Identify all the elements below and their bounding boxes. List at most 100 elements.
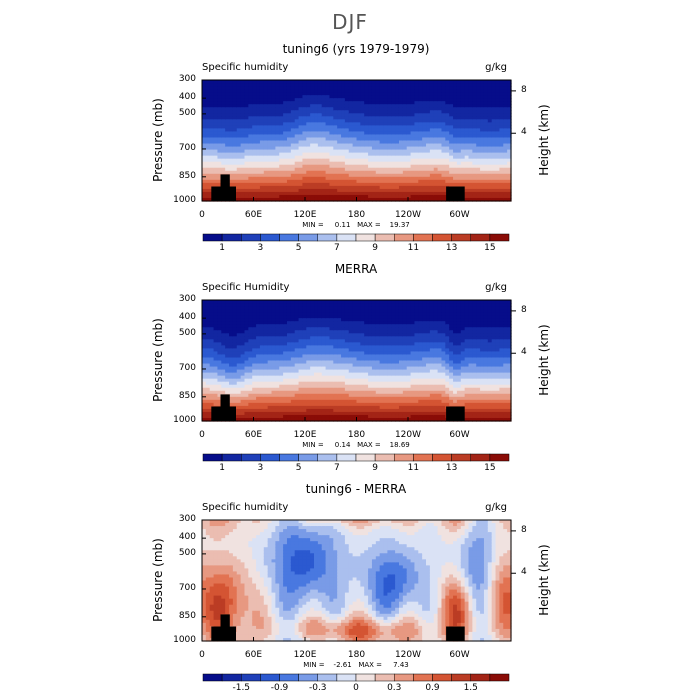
contour-cell [221,98,226,102]
contour-cell [205,137,211,142]
contour-cell [232,89,238,93]
contour-cell [286,348,292,353]
contour-cell [383,104,388,108]
contour-cell [341,188,346,193]
contour-cell [483,122,489,126]
contour-cell [263,378,269,383]
contour-cell [314,173,319,178]
contour-cell [290,167,296,172]
contour-cell [202,140,207,145]
contour-cell [286,309,292,313]
contour-cell [426,143,431,148]
contour-cell [333,164,338,169]
contour-cell [387,128,392,133]
contour-cell [252,191,257,196]
contour-cell [476,185,481,190]
contour-cell [383,95,388,99]
contour-cell [279,197,284,202]
contour-cell [314,194,319,199]
contour-cell [205,125,211,130]
contour-cell [248,375,253,380]
contour-cell [225,366,230,371]
contour-cell [317,306,323,310]
contour-cell [267,360,273,365]
contour-cell [344,360,350,365]
contour-cell [406,95,412,99]
contour-cell [368,107,373,111]
contour-cell [240,179,246,184]
contour-cell [286,363,292,368]
contour-cell [352,194,358,199]
contour-cell [209,167,215,172]
contour-cell [314,149,319,154]
contour-cell [217,107,222,111]
contour-cell [225,324,230,328]
contour-cell [341,137,346,142]
contour-cell [290,312,296,316]
contour-cell [294,351,300,356]
contour-cell [314,396,319,401]
contour-cell [429,191,435,196]
contour-cell [256,306,261,310]
contour-cell [306,405,311,410]
contour-cell [205,182,211,187]
contour-cell [398,104,404,108]
contour-cell [472,170,477,175]
contour-cell [259,396,265,401]
contour-cell [221,110,226,114]
contour-cell [460,155,466,160]
contour-cell [507,143,512,148]
contour-cell [406,149,412,154]
contour-cell [460,149,466,154]
colorbar-swatch [279,233,299,242]
contour-cell [290,107,296,111]
contour-cell [244,345,249,350]
contour-cell [317,366,323,371]
contour-cell [503,143,508,148]
contour-cell [221,384,226,389]
contour-cell [499,80,504,84]
contour-cell [217,393,222,398]
contour-cell [491,134,497,139]
contour-cell [437,89,443,93]
contour-cell [279,107,284,111]
contour-cell [263,167,269,172]
contour-cell [360,125,365,130]
contour-cell [429,161,435,166]
contour-cell [333,140,338,145]
contour-cell [429,122,435,126]
contour-cell [279,122,284,126]
contour-cell [267,89,273,93]
contour-cell [290,191,296,196]
contour-cell [294,348,300,353]
contour-cell [395,191,400,196]
contour-cell [209,387,215,392]
contour-cell [341,191,346,196]
contour-cell [209,176,215,181]
contour-cell [406,182,412,187]
contour-cell [507,155,512,160]
contour-cell [286,387,292,392]
contour-cell [333,345,338,350]
contour-cell [368,339,373,343]
contour-cell [236,119,242,123]
contour-cell [275,80,280,84]
contour-cell [329,330,334,334]
contour-cell [205,366,211,371]
contour-cell [495,158,501,163]
contour-cell [356,417,361,422]
contour-cell [205,110,211,114]
contour-cell [236,197,242,202]
contour-cell [290,119,296,123]
contour-cell [252,312,257,316]
contour-cell [418,197,423,202]
contour-cell [306,119,311,123]
contour-cell [267,375,273,380]
contour-cell [213,369,219,374]
contour-cell [352,330,358,334]
contour-cell [368,378,373,383]
contour-cell [325,182,331,187]
contour-cell [286,197,292,202]
contour-cell [290,143,296,148]
contour-cell [259,351,265,356]
